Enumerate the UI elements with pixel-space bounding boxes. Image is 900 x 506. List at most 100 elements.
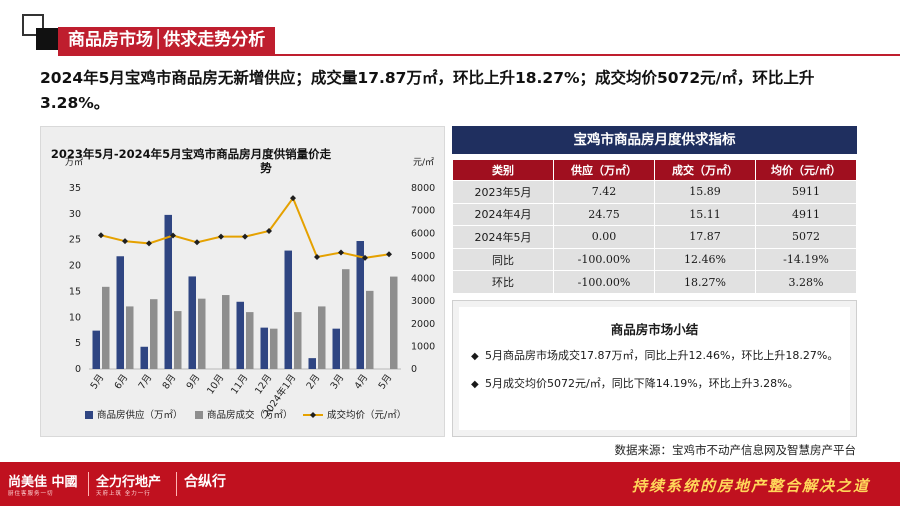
table-cell: -100.00% bbox=[553, 247, 655, 272]
x-category-label: 4月 bbox=[353, 372, 371, 391]
table-cell: 24.75 bbox=[553, 202, 655, 227]
summary-item-text: 5月商品房市场成交17.87万㎡，同比上升12.46%，环比上升18.27%。 bbox=[485, 349, 839, 362]
x-category-label: 8月 bbox=[161, 372, 179, 391]
table-cell: 18.27% bbox=[654, 270, 756, 294]
y-right-tick-label: 3000 bbox=[411, 296, 435, 307]
price-point bbox=[218, 233, 224, 240]
legend-price-marker bbox=[310, 412, 316, 418]
legend-supply-swatch bbox=[85, 411, 93, 419]
price-point bbox=[314, 254, 320, 261]
supply-bar bbox=[188, 276, 196, 369]
y-left-tick-label: 10 bbox=[69, 312, 81, 323]
deal-bar bbox=[342, 269, 350, 369]
deal-bar bbox=[126, 306, 134, 369]
table-cell: 同比 bbox=[452, 247, 554, 272]
supply-bar bbox=[92, 330, 100, 369]
price-point bbox=[170, 232, 176, 239]
y-right-tick-label: 7000 bbox=[411, 206, 435, 217]
price-point bbox=[266, 227, 272, 234]
x-category-label: 12月 bbox=[253, 372, 274, 396]
table-cell: 环比 bbox=[452, 270, 554, 294]
table-cell: 15.89 bbox=[654, 180, 756, 204]
table-title: 宝鸡市商品房月度供求指标 bbox=[452, 126, 857, 154]
y-axis-right-unit: 元/㎡ bbox=[413, 157, 434, 168]
table-row: 同比 -100.00% 12.46% -14.19% bbox=[452, 247, 857, 272]
footer-bar: 尚美佳 中國 厨住客服务一切 全力行地产 天府上筑 全力一行 合纵行 持续系统的… bbox=[0, 462, 900, 506]
legend-deal-swatch bbox=[195, 411, 203, 419]
footer-divider bbox=[88, 472, 89, 496]
table-cell: 15.11 bbox=[654, 202, 756, 227]
summary-item: ◆ 5月商品房市场成交17.87万㎡，同比上升12.46%，环比上升18.27%。 bbox=[471, 349, 838, 364]
table-cell: 0.00 bbox=[553, 225, 655, 249]
y-right-tick-label: 4000 bbox=[411, 274, 435, 285]
y-right-tick-label: 1000 bbox=[411, 341, 435, 352]
table-cell: 2024年5月 bbox=[452, 225, 554, 249]
headline-summary: 2024年5月宝鸡市商品房无新增供应；成交量17.87万㎡，环比上升18.27%… bbox=[40, 69, 815, 112]
chart-panel: 2023年5月-2024年5月宝鸡市商品房月度供销量价走势 万㎡ 元/㎡ 0 5 10 15… bbox=[40, 126, 445, 437]
deal-bar bbox=[174, 311, 182, 369]
table-cell: 4911 bbox=[755, 202, 857, 227]
deal-bar bbox=[150, 299, 158, 369]
price-point bbox=[194, 239, 200, 246]
table-cell: 7.42 bbox=[553, 180, 655, 204]
summary-item-text: 5月成交均价5072元/㎡，同比下降14.19%，环比上升3.28%。 bbox=[485, 377, 799, 390]
kpi-table: 类别 供应（万㎡） 成交（万㎡） 均价（元/㎡） 2023年5月 7.42 15… bbox=[452, 159, 857, 294]
brand-logo-shangmeijia: 尚美佳 中國 bbox=[8, 475, 78, 490]
deal-bar bbox=[246, 312, 254, 369]
x-category-label: 7月 bbox=[137, 372, 155, 391]
page-title: 商品房市场│供求走势分析 bbox=[58, 27, 276, 54]
header-divider bbox=[58, 54, 900, 56]
supply-bar bbox=[284, 250, 292, 369]
price-point bbox=[386, 251, 392, 258]
table-header: 均价（元/㎡） bbox=[755, 159, 857, 181]
price-line bbox=[100, 196, 390, 259]
diamond-bullet-icon: ◆ bbox=[471, 379, 479, 390]
legend-deal-label: 商品房成交（万㎡） bbox=[207, 409, 293, 421]
table-cell: -14.19% bbox=[755, 247, 857, 272]
chart-title: 2023年5月-2024年5月宝鸡市商品房月度供销量价走 bbox=[51, 147, 332, 161]
y-right-tick-label: 0 bbox=[411, 364, 417, 375]
y-left-tick-label: 5 bbox=[75, 338, 81, 349]
y-left-tick-label: 30 bbox=[69, 209, 81, 220]
supply-bar bbox=[164, 214, 172, 369]
price-point bbox=[98, 232, 104, 239]
data-source: 数据来源：宝鸡市不动产信息网及智慧房产平台 bbox=[614, 443, 857, 457]
deal-bar bbox=[222, 295, 230, 369]
table-cell: 2024年4月 bbox=[452, 202, 554, 227]
legend-price-label: 成交均价（元/㎡） bbox=[327, 409, 406, 421]
table-cell: 12.46% bbox=[654, 247, 756, 272]
price-point bbox=[122, 238, 128, 245]
table-cell: -100.00% bbox=[553, 270, 655, 294]
brand-logo-hezongxing: 合纵行 bbox=[184, 474, 226, 490]
x-category-label: 9月 bbox=[185, 372, 203, 391]
diamond-bullet-icon: ◆ bbox=[471, 351, 479, 362]
y-right-tick-label: 2000 bbox=[411, 319, 435, 330]
supply-bar bbox=[308, 358, 316, 369]
brand-tagline-shangmeijia: 厨住客服务一切 bbox=[8, 491, 54, 497]
header-square-solid-icon bbox=[36, 28, 58, 50]
x-category-label: 3月 bbox=[329, 372, 347, 391]
table-cell: 2023年5月 bbox=[452, 180, 554, 204]
x-category-label: 10月 bbox=[205, 372, 226, 396]
y-right-tick-label: 6000 bbox=[411, 228, 435, 239]
deal-bar bbox=[390, 276, 398, 369]
chart-title: 势 bbox=[260, 161, 272, 175]
supply-bar bbox=[260, 327, 268, 369]
deal-bar bbox=[198, 298, 206, 369]
table-cell: 3.28% bbox=[755, 270, 857, 294]
table-gap bbox=[452, 154, 857, 159]
legend-supply-label: 商品房供应（万㎡） bbox=[97, 409, 183, 421]
supply-bar bbox=[140, 346, 148, 369]
supply-bar bbox=[116, 256, 124, 369]
supply-bar bbox=[356, 241, 364, 369]
table-header-row: 类别 供应（万㎡） 成交（万㎡） 均价（元/㎡） bbox=[452, 159, 857, 181]
table-header: 类别 bbox=[452, 159, 554, 181]
deal-bar bbox=[294, 312, 302, 369]
y-right-tick-label: 5000 bbox=[411, 251, 435, 262]
header-square-outline-icon bbox=[22, 14, 44, 36]
supply-bar bbox=[332, 328, 340, 369]
table-cell: 5911 bbox=[755, 180, 857, 204]
deal-bar bbox=[270, 328, 278, 369]
table-header: 成交（万㎡） bbox=[654, 159, 756, 181]
table-cell: 5072 bbox=[755, 225, 857, 249]
